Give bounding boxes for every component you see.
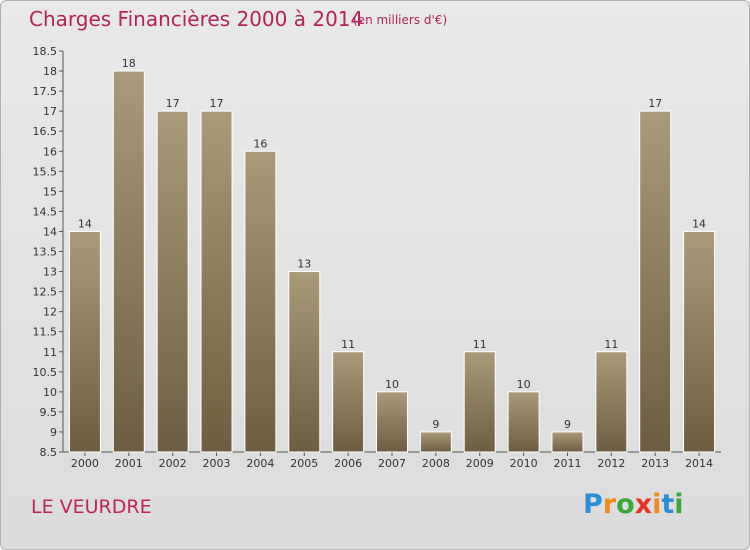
- bar-2001: [112, 70, 145, 453]
- logo-letter: P: [583, 489, 603, 520]
- y-tick-label: 14: [43, 225, 57, 238]
- x-tick-label-2011: 2011: [553, 457, 581, 470]
- y-tick-label: 15: [43, 185, 57, 198]
- data-label-2001: 18: [122, 57, 136, 70]
- y-tick-label: 15.5: [33, 165, 58, 178]
- x-tick-label-2010: 2010: [510, 457, 538, 470]
- logo-letter: i: [674, 489, 684, 520]
- bar-2000: [68, 230, 101, 453]
- x-tick-label-2012: 2012: [597, 457, 625, 470]
- data-label-2013: 17: [648, 97, 662, 110]
- x-tick-label-2014: 2014: [685, 457, 713, 470]
- bar-2009: [463, 351, 496, 453]
- x-tick-label-2013: 2013: [641, 457, 669, 470]
- data-label-2014: 14: [692, 217, 706, 230]
- y-tick-label: 16: [43, 145, 57, 158]
- logo-letter: x: [634, 489, 653, 520]
- y-tick-label: 9: [50, 426, 57, 439]
- y-tick-label: 14.5: [33, 205, 58, 218]
- proxiti-logo[interactable]: Proxiti: [583, 489, 684, 520]
- data-label-2002: 17: [166, 97, 180, 110]
- chart-title: Charges Financières 2000 à 2014: [29, 7, 364, 31]
- data-label-2006: 11: [341, 338, 355, 351]
- data-labels: 14 18 17 17 16 13 11 10 9 11 10 9 11 17 14: [78, 57, 706, 431]
- y-tick-label: 17: [43, 105, 57, 118]
- bar-2003: [200, 110, 233, 453]
- x-tick-label-2004: 2004: [246, 457, 274, 470]
- data-label-2004: 16: [253, 137, 267, 150]
- bar-2012: [595, 351, 628, 453]
- bar-2004: [244, 150, 277, 453]
- bars: [68, 70, 716, 453]
- bar-2002: [156, 110, 189, 453]
- logo-letter: o: [616, 489, 635, 520]
- bar-2013: [639, 110, 672, 453]
- data-label-2005: 13: [297, 258, 311, 271]
- data-label-2009: 11: [473, 338, 487, 351]
- y-tick-label: 9.5: [40, 406, 58, 419]
- y-tick-label: 11.5: [33, 326, 58, 339]
- data-label-2000: 14: [78, 217, 92, 230]
- x-tick-label-2005: 2005: [290, 457, 318, 470]
- bar-2011: [551, 431, 584, 453]
- axes: 8.5 9 9.5 10 10.5 11 11.5 12 12.5 13 13.5 14 14.5 15 1…: [33, 45, 721, 470]
- y-tick-label: 11: [43, 346, 57, 359]
- bar-2014: [683, 230, 716, 453]
- y-tick-label: 12.5: [33, 286, 58, 299]
- logo-letter: r: [602, 489, 617, 520]
- x-tick-label-2007: 2007: [378, 457, 406, 470]
- y-tick-label: 13.5: [33, 246, 58, 259]
- y-tick-label: 18: [43, 65, 57, 78]
- bar-2007: [376, 391, 408, 453]
- x-tick-label-2002: 2002: [159, 457, 187, 470]
- y-tick-label: 12: [43, 306, 57, 319]
- x-tick-label-2006: 2006: [334, 457, 362, 470]
- x-tick-label-2003: 2003: [203, 457, 231, 470]
- data-label-2008: 9: [432, 418, 439, 431]
- x-tick-label-2001: 2001: [115, 457, 143, 470]
- commune-name: LE VEURDRE: [31, 496, 152, 518]
- y-tick-label: 10.5: [33, 366, 58, 379]
- data-label-2010: 10: [517, 378, 531, 391]
- bar-2006: [332, 351, 365, 453]
- logo-letter: t: [661, 489, 675, 520]
- y-tick-label: 16.5: [33, 125, 58, 138]
- bar-2005: [288, 271, 321, 453]
- bar-2010: [507, 391, 540, 453]
- data-label-2011: 9: [564, 418, 571, 431]
- data-label-2003: 17: [210, 97, 224, 110]
- chart-subtitle: (en milliers d'€): [353, 13, 448, 27]
- y-tick-label: 8.5: [40, 446, 58, 459]
- x-tick-label-2008: 2008: [422, 457, 450, 470]
- y-tick-label: 10: [43, 386, 57, 399]
- bar-2008: [419, 431, 452, 453]
- x-tick-label-2009: 2009: [466, 457, 494, 470]
- data-label-2012: 11: [604, 338, 618, 351]
- y-tick-label: 17.5: [33, 85, 58, 98]
- y-tick-label: 13: [43, 266, 57, 279]
- logo-letter: i: [652, 489, 662, 520]
- x-tick-label-2000: 2000: [71, 457, 99, 470]
- data-label-2007: 10: [385, 378, 399, 391]
- y-tick-label: 18.5: [33, 45, 58, 58]
